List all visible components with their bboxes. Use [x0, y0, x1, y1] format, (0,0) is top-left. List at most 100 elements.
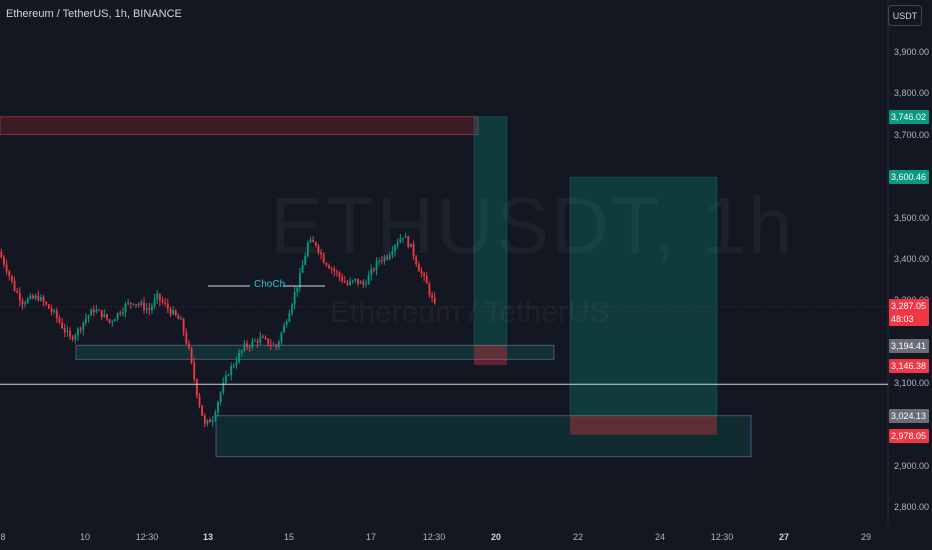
- candle-body: [193, 362, 196, 380]
- candle-body: [219, 392, 222, 402]
- candle-body: [106, 314, 108, 320]
- currency-button[interactable]: USDT: [888, 5, 922, 26]
- candle-body: [248, 346, 251, 348]
- candle-body: [74, 335, 77, 340]
- candle-body: [211, 420, 214, 423]
- candle-body: [375, 261, 378, 271]
- candle-body: [55, 310, 58, 318]
- candle-body: [40, 297, 42, 301]
- candle-body: [296, 287, 299, 292]
- candle-body: [203, 415, 206, 424]
- time-tick: 17: [365, 532, 377, 542]
- price-label: 2,978.05: [889, 429, 929, 443]
- candle-body: [309, 240, 312, 243]
- candle-body: [42, 297, 45, 303]
- candle-body: [325, 263, 328, 266]
- candle-body: [251, 340, 254, 347]
- candle-body: [230, 365, 233, 375]
- candle-body: [232, 365, 235, 367]
- candle-body: [116, 312, 119, 320]
- candle-body: [283, 325, 285, 333]
- candle-body: [365, 284, 367, 286]
- candle-body: [129, 302, 132, 304]
- candle-body: [174, 310, 177, 316]
- candle-body: [335, 271, 338, 273]
- price-label: 3,746.02: [889, 110, 929, 124]
- price-label: 3,024.13: [889, 409, 929, 423]
- candle-body: [135, 304, 138, 306]
- time-tick: 12:30: [710, 532, 734, 542]
- candle-body: [164, 302, 167, 304]
- candle-body: [240, 350, 243, 354]
- candle-body: [338, 272, 341, 277]
- candle-body: [121, 311, 124, 314]
- candle-body: [201, 405, 204, 416]
- candle-body: [198, 395, 201, 406]
- candle-body: [13, 280, 16, 291]
- candle-body: [357, 278, 359, 284]
- candle-body: [372, 268, 375, 271]
- candle-body: [428, 283, 431, 295]
- candle-body: [34, 295, 37, 299]
- candle-body: [312, 240, 315, 243]
- candle-body: [92, 309, 95, 313]
- candle-body: [206, 419, 209, 424]
- candle-body: [151, 306, 153, 310]
- candle-body: [304, 255, 307, 265]
- choch-label[interactable]: ChoCh: [254, 279, 286, 290]
- candle-body: [238, 353, 241, 362]
- candle-body: [420, 271, 423, 274]
- symbol-title[interactable]: Ethereum / TetherUS, 1h, BINANCE: [6, 8, 182, 20]
- long-stop-zone-1: [474, 345, 507, 365]
- supply-zone-1: [0, 116, 479, 136]
- candle-body: [180, 318, 182, 320]
- long-target-zone-1: [473, 116, 508, 346]
- candle-body: [158, 293, 161, 301]
- candle-body: [5, 264, 8, 272]
- candle-body: [90, 309, 93, 316]
- long-target-zone-2: [569, 176, 718, 416]
- candle-body: [127, 302, 130, 304]
- time-tick: 20: [490, 532, 502, 542]
- time-tick: 15: [283, 532, 295, 542]
- candle-body: [45, 302, 48, 305]
- time-tick: 13: [202, 532, 214, 542]
- candle-body: [190, 348, 193, 363]
- candle-body: [8, 271, 11, 276]
- price-label: 3,600.46: [889, 170, 929, 184]
- candle-body: [47, 304, 50, 309]
- candle-body: [169, 308, 172, 315]
- price-tick: 2,800.00: [894, 502, 930, 513]
- price-label: 48:03: [889, 312, 929, 326]
- price-tick: 3,500.00: [894, 212, 930, 223]
- candle-body: [50, 308, 53, 312]
- candle-body: [412, 243, 415, 257]
- candle-body: [227, 374, 230, 376]
- demand-zone-2: [75, 344, 555, 360]
- candle-body: [277, 341, 280, 348]
- candle-body: [98, 309, 101, 311]
- candle-body: [383, 256, 386, 262]
- candle-body: [119, 312, 122, 314]
- demand-zone-3: [215, 415, 752, 458]
- candle-body: [378, 260, 381, 262]
- candle-body: [63, 328, 66, 333]
- candle-body: [269, 344, 272, 346]
- candle-body: [172, 310, 175, 315]
- candle-body: [209, 419, 211, 423]
- candle-body: [333, 268, 336, 272]
- price-tick: 3,700.00: [894, 129, 930, 140]
- symbol-watermark: ETHUSDT, 1h: [270, 181, 795, 270]
- candle-body: [166, 303, 169, 309]
- candle-body: [415, 256, 418, 265]
- candle-body: [32, 295, 34, 299]
- candle-body: [71, 336, 74, 340]
- candle-body: [259, 336, 262, 343]
- candle-body: [314, 242, 317, 246]
- candle-body: [225, 375, 227, 383]
- candle-body: [293, 291, 296, 305]
- candle-body: [349, 281, 352, 285]
- candle-body: [391, 251, 394, 255]
- candle-body: [388, 254, 391, 259]
